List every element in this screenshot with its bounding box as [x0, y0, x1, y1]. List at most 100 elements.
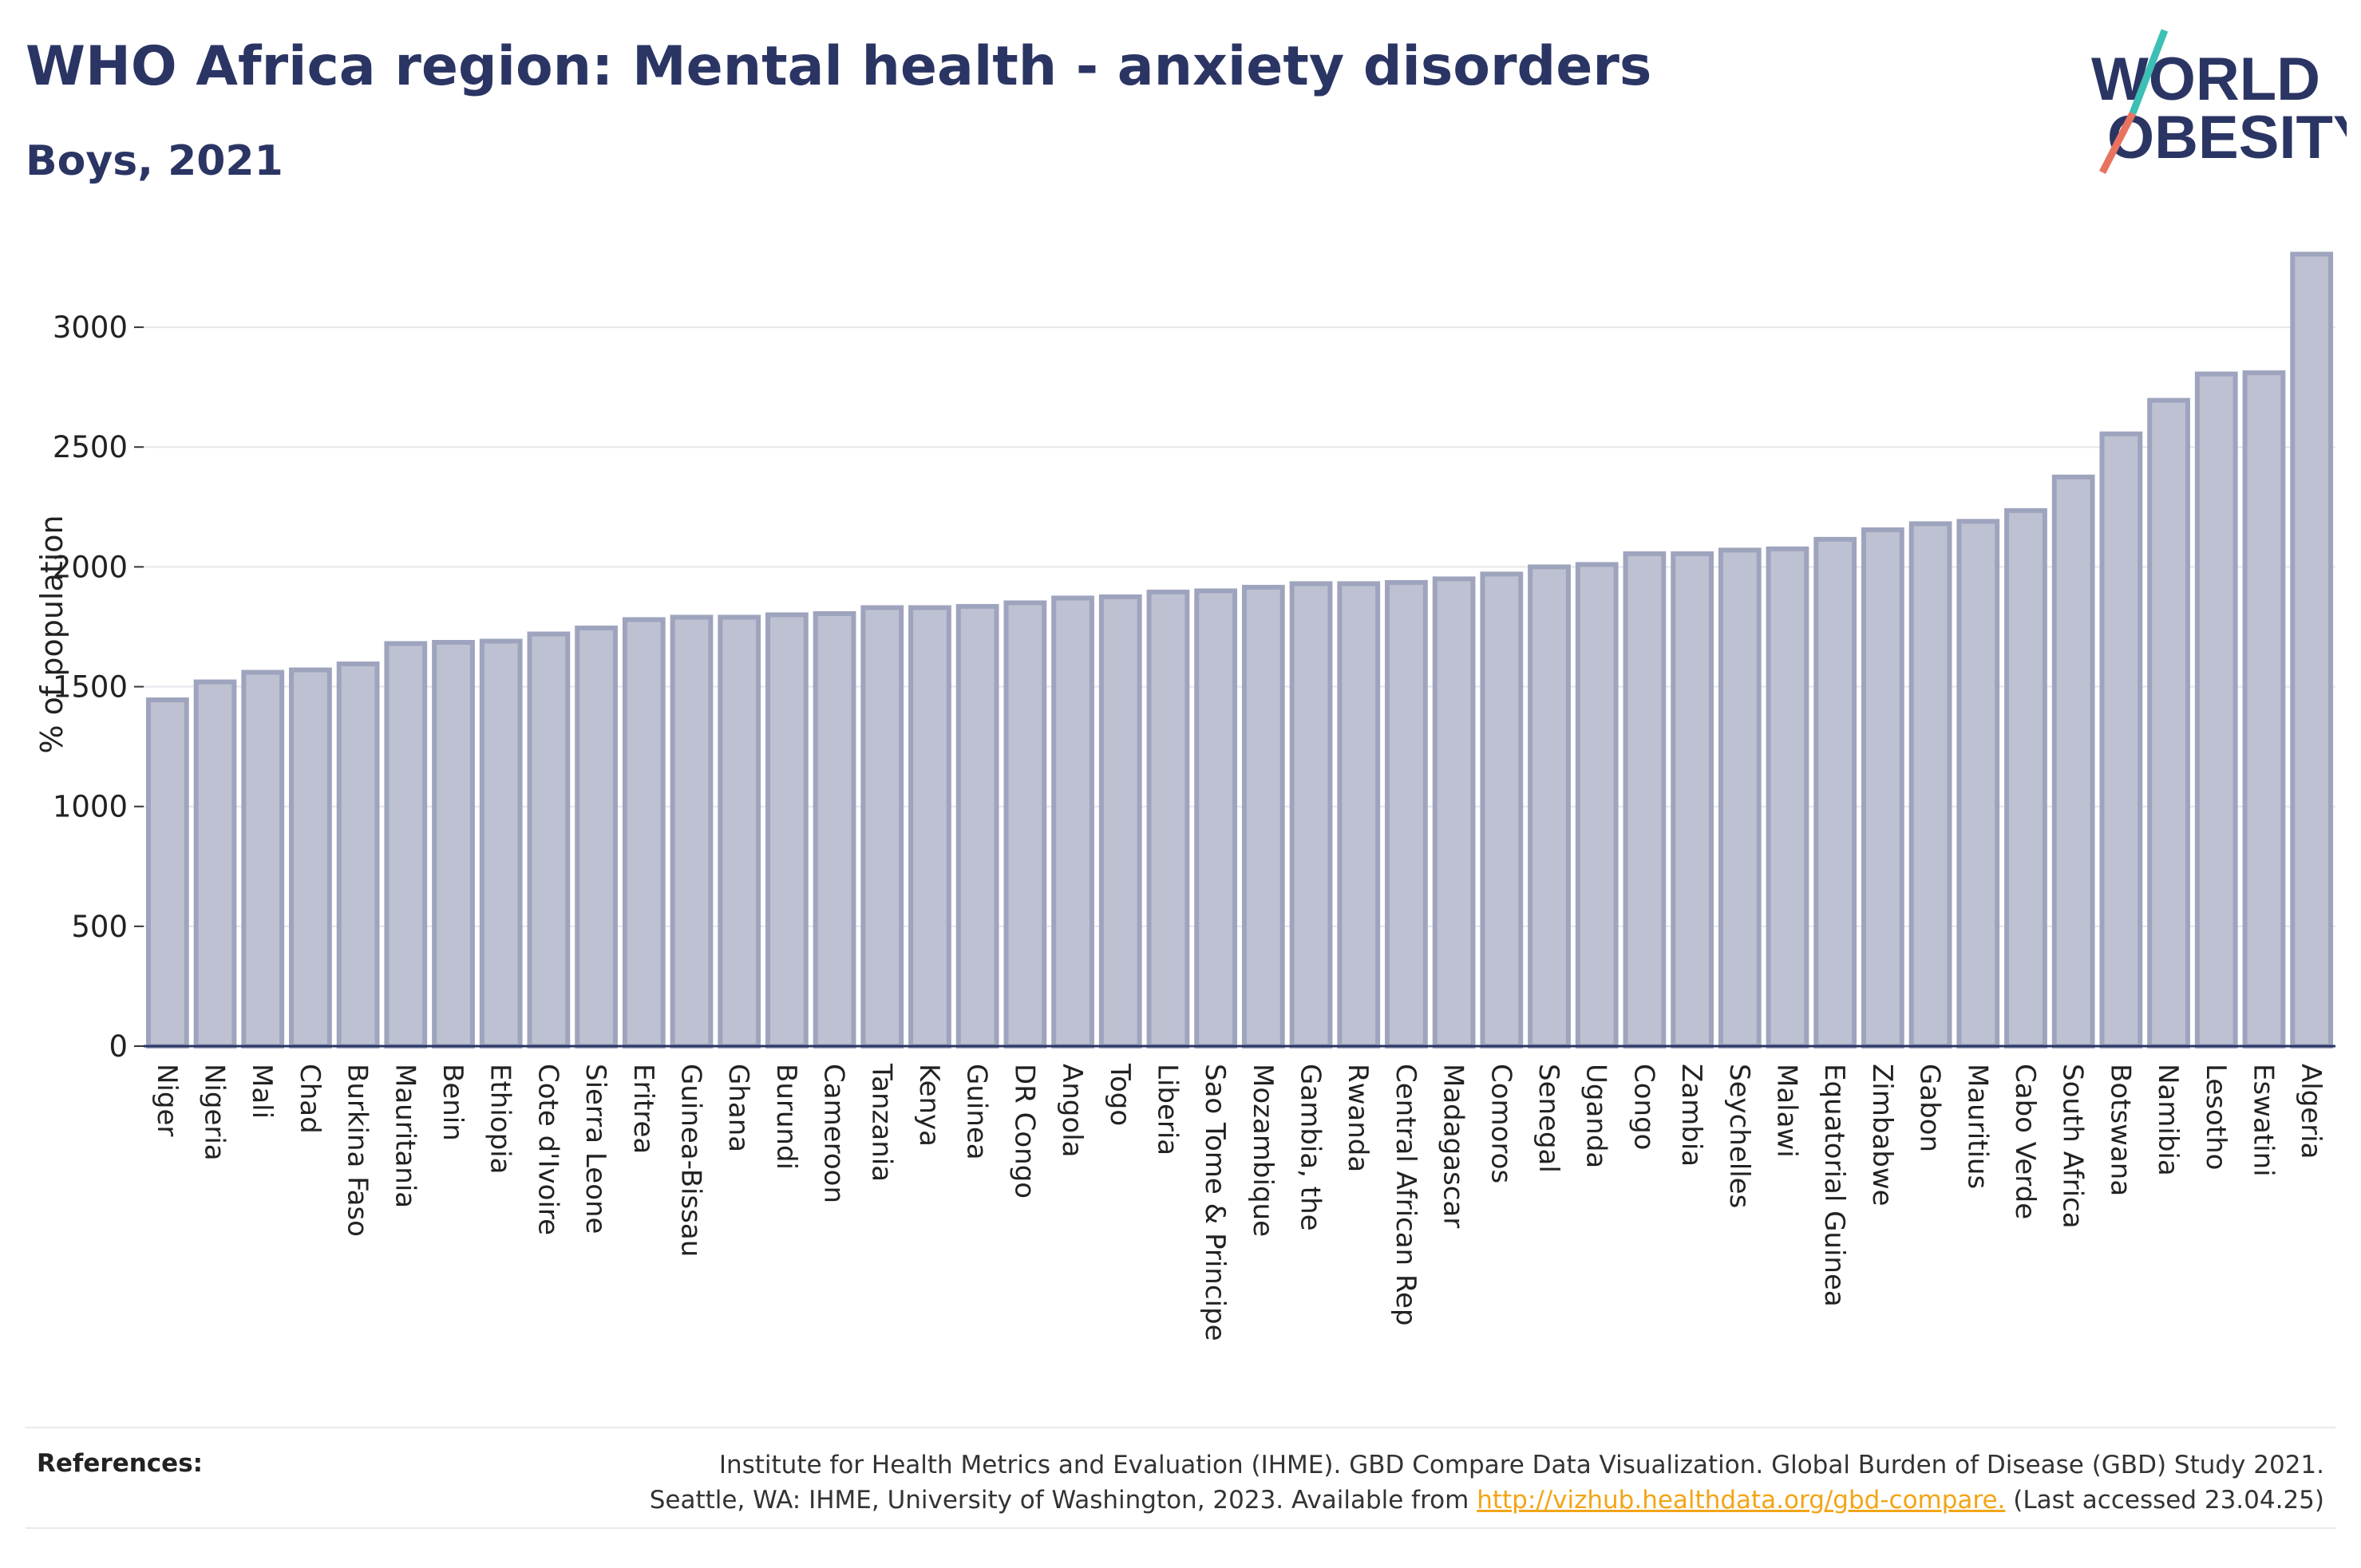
- bar-guinea-bissau: [670, 614, 714, 1049]
- bar-rwanda: [1337, 581, 1381, 1049]
- bar-cabo-verde: [2004, 508, 2047, 1049]
- bar-ghana: [718, 614, 761, 1049]
- bars: [145, 251, 2334, 1049]
- x-tick-label: Kenya: [913, 1064, 945, 1147]
- x-tick-label: Cabo Verde: [2009, 1064, 2041, 1219]
- bar-chad: [289, 667, 332, 1049]
- bar-algeria: [2290, 251, 2334, 1049]
- x-tick-label: Central African Rep: [1390, 1064, 1422, 1326]
- chart-title: WHO Africa region: Mental health - anxie…: [26, 35, 1652, 98]
- bar-burkina-faso: [336, 662, 380, 1049]
- references-box: References: Institute for Health Metrics…: [26, 1427, 2335, 1529]
- bar-mauritania: [384, 641, 428, 1049]
- x-tick-label: Benin: [437, 1064, 469, 1141]
- y-axis-label: % of population: [34, 515, 69, 753]
- x-tick-label: Zimbabwe: [1866, 1064, 1898, 1207]
- x-tick-label: Ethiopia: [484, 1064, 516, 1174]
- y-tick-labels: 0 500 1000 1500 2000 2500 3000: [53, 310, 144, 1064]
- references-text: Institute for Health Metrics and Evaluat…: [650, 1448, 2324, 1518]
- x-tick-label: Gambia, the: [1295, 1064, 1327, 1231]
- bar-gabon: [1908, 521, 1952, 1049]
- x-tick-label: Sao Tome & Principe: [1199, 1064, 1231, 1341]
- reference-line-2-suffix: (Last accessed 23.04.25): [2005, 1486, 2324, 1515]
- bar-sao-tome-principe: [1194, 588, 1238, 1049]
- x-tick-label: Congo: [1627, 1064, 1659, 1150]
- bar-uganda: [1575, 562, 1619, 1049]
- logo-slash-bottom: [2098, 111, 2137, 175]
- bar-congo: [1623, 551, 1667, 1049]
- bar-eswatini: [2242, 370, 2286, 1049]
- chart-subtitle: Boys, 2021: [26, 137, 283, 185]
- bar-guinea: [955, 603, 999, 1049]
- x-tick-label: Mauritius: [1961, 1064, 1993, 1189]
- bar-senegal: [1528, 564, 1571, 1049]
- x-tick-label: Comoros: [1485, 1064, 1517, 1183]
- bar-mozambique: [1241, 584, 1285, 1049]
- bar-zambia: [1671, 551, 1714, 1049]
- x-tick-label: Equatorial Guinea: [1818, 1064, 1850, 1307]
- x-tick-label: Chad: [294, 1064, 326, 1134]
- logo-slash-top: [2129, 29, 2169, 115]
- bar-liberia: [1146, 589, 1190, 1049]
- world-obesity-logo: WORLD OBESITY: [2091, 29, 2347, 175]
- x-tick-label: Algeria: [2295, 1064, 2327, 1159]
- y-tick-label: 0: [109, 1029, 128, 1064]
- x-tick-label: Lesotho: [2200, 1064, 2232, 1170]
- y-tick-label: 2000: [53, 550, 128, 584]
- bar-cameroon: [813, 610, 856, 1049]
- x-tick-label: Mozambique: [1247, 1064, 1279, 1237]
- bar-burundi: [765, 612, 809, 1049]
- bar-namibia: [2147, 397, 2190, 1049]
- x-tick-label: Ghana: [722, 1064, 754, 1152]
- reference-line-2-prefix: Seattle, WA: IHME, University of Washing…: [649, 1486, 1477, 1515]
- bar-kenya: [908, 605, 951, 1049]
- x-tick-label: Eswatini: [2247, 1064, 2279, 1177]
- x-tick-label: Burundi: [770, 1064, 802, 1170]
- bar-togo: [1098, 594, 1142, 1049]
- bar-nigeria: [193, 679, 237, 1049]
- bar-south-africa: [2051, 474, 2095, 1049]
- bar-comoros: [1480, 571, 1524, 1049]
- bar-mauritius: [1956, 519, 2000, 1049]
- x-tick-label: Uganda: [1580, 1064, 1612, 1168]
- reference-line-2: Seattle, WA: IHME, University of Washing…: [650, 1483, 2324, 1518]
- x-tick-label: Seychelles: [1723, 1064, 1755, 1208]
- x-tick-label: Togo: [1104, 1063, 1136, 1126]
- bar-madagascar: [1432, 576, 1476, 1049]
- bar-eritrea: [622, 617, 666, 1049]
- x-tick-label: Burkina Faso: [342, 1064, 374, 1237]
- x-tick-label: Malawi: [1771, 1064, 1803, 1158]
- y-tick-label: 500: [71, 910, 128, 944]
- x-tick-label: Cote d'Ivoire: [532, 1064, 564, 1235]
- bar-equatorial-guinea: [1813, 536, 1857, 1049]
- x-tick-label: Eritrea: [627, 1064, 659, 1154]
- x-tick-label: Zambia: [1675, 1064, 1707, 1167]
- bar-central-african-rep: [1385, 579, 1428, 1049]
- x-tick-label: South Africa: [2057, 1064, 2089, 1229]
- x-tick-label: Cameroon: [818, 1064, 850, 1203]
- y-tick-label: 1000: [53, 790, 128, 824]
- reference-link[interactable]: http://vizhub.healthdata.org/gbd-compare…: [1477, 1486, 2006, 1515]
- bar-dr-congo: [1003, 600, 1047, 1049]
- y-tick-label: 3000: [53, 310, 128, 345]
- x-tick-label: Liberia: [1151, 1064, 1183, 1155]
- bar-benin: [432, 639, 475, 1049]
- bar-chart: 0 500 1000 1500 2000 2500 3000 Niger Nigeria Mal…: [34, 251, 2335, 1341]
- x-tick-label: Mali: [246, 1064, 278, 1119]
- x-tick-labels: Niger Nigeria Mali Chad Burkina Faso Mauritan…: [151, 1063, 2327, 1341]
- x-tick-label: Madagascar: [1438, 1064, 1469, 1228]
- x-tick-label: Tanzania: [865, 1063, 897, 1182]
- bar-lesotho: [2194, 371, 2238, 1049]
- x-tick-label: Guinea: [961, 1064, 993, 1160]
- x-tick-label: Nigeria: [199, 1064, 231, 1161]
- bar-gambia-the: [1289, 581, 1333, 1049]
- x-tick-label: Guinea-Bissau: [675, 1064, 707, 1257]
- bar-angola: [1051, 595, 1094, 1049]
- bar-zimbabwe: [1861, 527, 1904, 1049]
- y-tick-label: 1500: [53, 670, 128, 705]
- x-tick-label: Sierra Leone: [579, 1064, 611, 1234]
- bar-ethiopia: [479, 638, 523, 1049]
- logo-line2: OBESITY: [2107, 104, 2347, 172]
- x-tick-label: Angola: [1056, 1064, 1088, 1157]
- x-tick-label: Gabon: [1914, 1064, 1946, 1152]
